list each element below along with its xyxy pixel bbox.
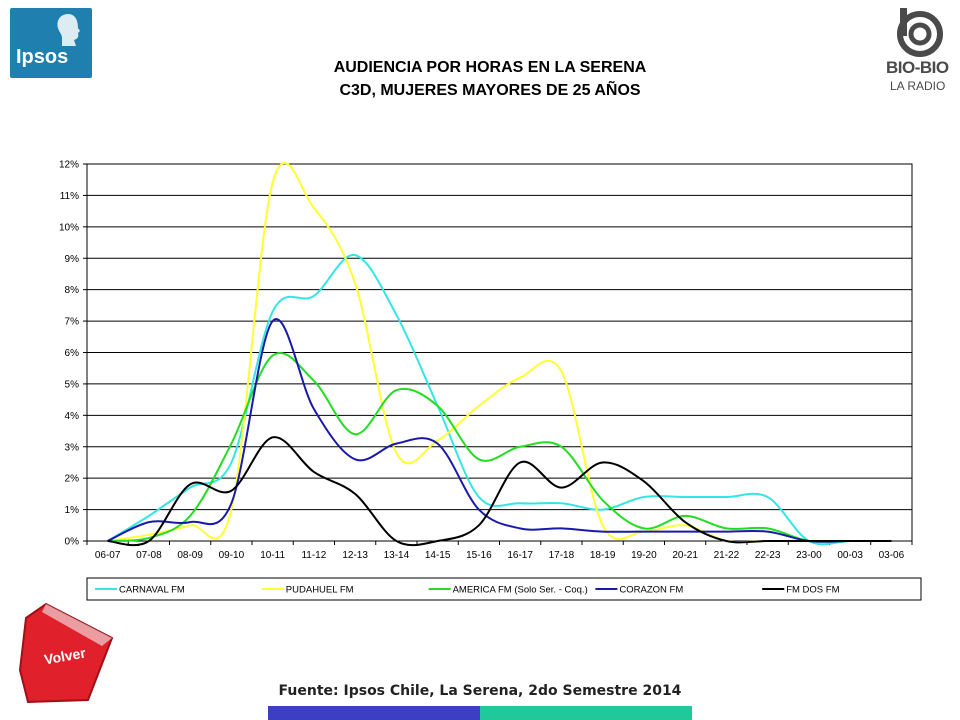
y-tick-label: 11% bbox=[60, 191, 79, 202]
volver-shape-icon bbox=[18, 602, 114, 704]
x-tick-label: 19-20 bbox=[631, 550, 657, 561]
x-tick-label: 12-13 bbox=[342, 550, 368, 561]
x-tick-label: 21-22 bbox=[714, 550, 740, 561]
legend-box bbox=[86, 577, 922, 601]
y-tick-label: 4% bbox=[65, 411, 80, 422]
x-tick-label: 16-17 bbox=[507, 550, 533, 561]
footer-bar-green bbox=[480, 706, 692, 720]
volver-button[interactable]: Volver bbox=[16, 600, 116, 704]
biobio-logo-subtext: LA RADIO bbox=[890, 79, 946, 93]
x-tick-label: 11-12 bbox=[301, 550, 326, 561]
footer-bar-blue bbox=[268, 706, 480, 720]
series-line bbox=[107, 254, 892, 546]
y-tick-label: 3% bbox=[65, 442, 80, 453]
y-tick-label: 9% bbox=[65, 254, 80, 265]
ipsos-logo-text: Ipsos bbox=[16, 46, 69, 68]
x-tick-label: 06-07 bbox=[95, 550, 121, 561]
x-tick-label: 15-16 bbox=[466, 550, 492, 561]
series-line bbox=[107, 436, 892, 547]
y-tick-label: 12% bbox=[59, 160, 79, 171]
y-tick-label: 10% bbox=[59, 222, 79, 233]
y-tick-label: 8% bbox=[65, 285, 80, 296]
legend-label: AMERICA FM (Solo Ser. - Coq.) bbox=[453, 585, 588, 596]
x-tick-label: 08-09 bbox=[177, 550, 203, 561]
x-tick-label: 10-11 bbox=[260, 550, 285, 561]
x-tick-label: 18-19 bbox=[590, 550, 616, 561]
x-tick-label: 07-08 bbox=[136, 550, 162, 561]
y-tick-label: 5% bbox=[65, 379, 80, 390]
x-tick-label: 00-03 bbox=[837, 550, 863, 561]
ipsos-head-icon bbox=[57, 14, 80, 46]
biobio-logo-text: BIO-BIO bbox=[886, 58, 949, 77]
source-note: Fuente: Ipsos Chile, La Serena, 2do Seme… bbox=[278, 683, 682, 699]
series-line bbox=[107, 352, 892, 543]
ipsos-logo: Ipsos bbox=[10, 8, 92, 78]
y-tick-label: 0% bbox=[65, 537, 80, 548]
legend-label: PUDAHUEL FM bbox=[286, 585, 354, 596]
y-tick-label: 1% bbox=[65, 505, 80, 516]
x-tick-label: 03-06 bbox=[879, 550, 905, 561]
chart-title-line2: C3D, MUJERES MAYORES DE 25 AÑOS bbox=[339, 82, 641, 99]
x-tick-label: 09-10 bbox=[219, 550, 245, 561]
x-tick-label: 20-21 bbox=[672, 550, 698, 561]
biobio-logo: BIO-BIO LA RADIO bbox=[880, 6, 952, 98]
legend-label: CORAZON FM bbox=[619, 585, 683, 596]
y-tick-label: 2% bbox=[65, 474, 80, 485]
y-tick-label: 7% bbox=[65, 317, 80, 328]
legend-label: FM DOS FM bbox=[786, 585, 839, 596]
x-tick-label: 13-14 bbox=[384, 550, 410, 561]
x-tick-label: 23-00 bbox=[796, 550, 822, 561]
line-chart: 0% 1% 2% 3% 4% 5% 6% 7% 8% 9% 10% 11% 12% 06-07 07-08 0… bbox=[59, 160, 922, 601]
x-tick-label: 22-23 bbox=[755, 550, 781, 561]
legend-label: CARNAVAL FM bbox=[119, 585, 185, 596]
chart-title-line1: AUDIENCIA POR HORAS EN LA SERENA bbox=[333, 59, 647, 76]
biobio-symbol-icon bbox=[897, 8, 943, 57]
x-tick-label: 17-18 bbox=[549, 550, 575, 561]
y-tick-label: 6% bbox=[65, 348, 80, 359]
x-tick-label: 14-15 bbox=[425, 550, 451, 561]
